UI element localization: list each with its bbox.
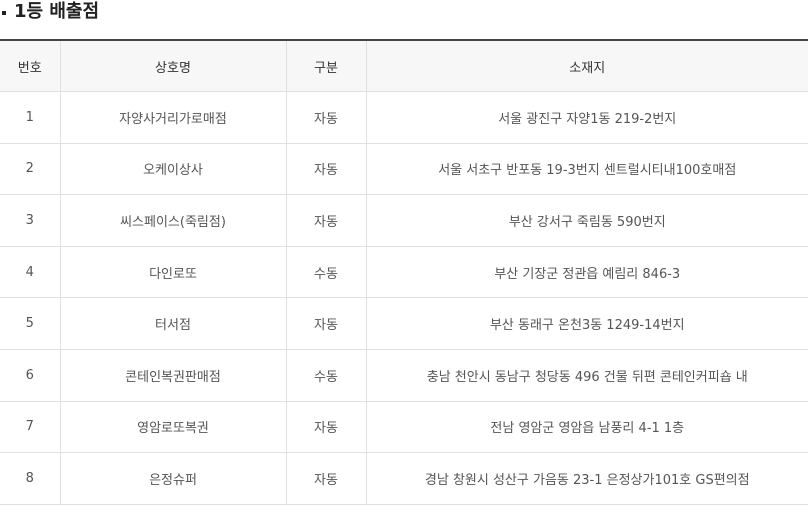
table-cell: 서울 광진구 자양1동 219-2번지 bbox=[365, 91, 808, 144]
table-cell: 수동 bbox=[285, 246, 366, 299]
table-body: 1 자양사거리가로매점 자동 서울 광진구 자양1동 219-2번지 2 오케이상사 자동 서… bbox=[0, 91, 808, 505]
table-cell: 자동 bbox=[285, 297, 366, 350]
table-cell: 5 bbox=[0, 297, 60, 350]
table-cell: 1 bbox=[0, 91, 60, 144]
table-cell: 영암로또복권 bbox=[59, 401, 286, 454]
table-cell: 자동 bbox=[285, 194, 366, 247]
table-cell: 자동 bbox=[285, 91, 366, 144]
table-cell: 4 bbox=[0, 246, 60, 299]
section-title: 1등 배출점 bbox=[0, 0, 99, 26]
column-header: 구분 bbox=[285, 40, 366, 92]
table-cell: 서울 서초구 반포동 19-3번지 센트럴시티내100호매점 bbox=[365, 143, 808, 196]
table-row: 5 터서점 자동 부산 동래구 온천3동 1249-14번지 bbox=[0, 297, 808, 350]
column-header: 번호 bbox=[0, 40, 60, 92]
table-cell: 6 bbox=[0, 349, 60, 402]
table-row: 1 자양사거리가로매점 자동 서울 광진구 자양1동 219-2번지 bbox=[0, 91, 808, 144]
table-cell: 씨스페이스(죽림점) bbox=[59, 194, 286, 247]
table-cell: 8 bbox=[0, 452, 60, 505]
table-cell: 부산 강서구 죽림동 590번지 bbox=[365, 194, 808, 247]
table-row: 2 오케이상사 자동 서울 서초구 반포동 19-3번지 센트럴시티내100호매점 bbox=[0, 143, 808, 196]
column-header: 상호명 bbox=[59, 40, 286, 92]
table-cell: 2 bbox=[0, 143, 60, 196]
table-cell: 터서점 bbox=[59, 297, 286, 350]
table-cell: 7 bbox=[0, 401, 60, 454]
table-cell: 오케이상사 bbox=[59, 143, 286, 196]
table-cell: 자동 bbox=[285, 143, 366, 196]
table-cell: 자동 bbox=[285, 452, 366, 505]
bullet bbox=[2, 11, 6, 15]
table-row: 3 씨스페이스(죽림점) 자동 부산 강서구 죽림동 590번지 bbox=[0, 194, 808, 247]
table-cell: 전남 영암군 영암읍 남풍리 4-1 1층 bbox=[365, 401, 808, 454]
table-cell: 은정슈퍼 bbox=[59, 452, 286, 505]
table-cell: 수동 bbox=[285, 349, 366, 402]
table-cell: 충남 천안시 동남구 청당동 496 건물 뒤편 콘테인커피숍 내 bbox=[365, 349, 808, 402]
column-header: 소재지 bbox=[365, 40, 808, 92]
title-text: 1등 배출점 bbox=[14, 1, 100, 22]
table-cell: 3 bbox=[0, 194, 60, 247]
header-row: 번호 상호명 구분 소재지 bbox=[0, 40, 808, 92]
table-cell: 부산 동래구 온천3동 1249-14번지 bbox=[365, 297, 808, 350]
table-head: 번호 상호명 구분 소재지 bbox=[0, 40, 808, 92]
table-row: 6 콘테인복권판매점 수동 충남 천안시 동남구 청당동 496 건물 뒤편 콘테인커… bbox=[0, 349, 808, 402]
table-row: 7 영암로또복권 자동 전남 영암군 영암읍 남풍리 4-1 1층 bbox=[0, 401, 808, 454]
table-cell: 부산 기장군 정관읍 예림리 846-3 bbox=[365, 246, 808, 299]
table-row: 8 은정슈퍼 자동 경남 창원시 성산구 가음동 23-1 은정상가101호 GS편의… bbox=[0, 452, 808, 505]
table-cell: 자양사거리가로매점 bbox=[59, 91, 286, 144]
winner-table: 번호 상호명 구분 소재지 1 자양사거리가로매점 자동 서울 광진구 자양1동 219-2… bbox=[0, 39, 808, 505]
table-cell: 경남 창원시 성산구 가음동 23-1 은정상가101호 GS편의점 bbox=[365, 452, 808, 505]
table-row: 4 다인로또 수동 부산 기장군 정관읍 예림리 846-3 bbox=[0, 246, 808, 299]
table-cell: 다인로또 bbox=[59, 246, 286, 299]
table-cell: 자동 bbox=[285, 401, 366, 454]
table-cell: 콘테인복권판매점 bbox=[59, 349, 286, 402]
